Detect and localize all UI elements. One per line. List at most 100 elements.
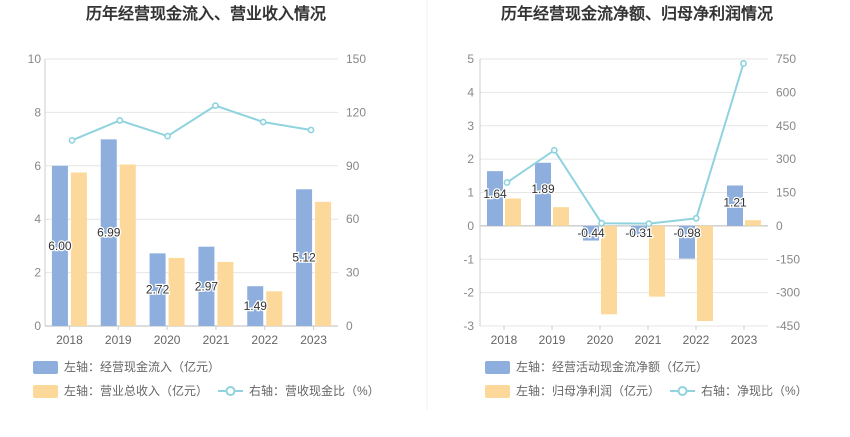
bar-secondary [697, 225, 713, 321]
bar-secondary [505, 198, 521, 226]
left-axis-tick: 0 [467, 219, 474, 233]
chart-title: 历年经营现金流入、营业收入情况 [86, 4, 326, 23]
ratio-point [692, 214, 700, 222]
legend-label: 右轴：净现比（%） [701, 383, 808, 398]
data-label: 2.97 [195, 279, 219, 293]
legend-label: 左轴：经营活动现金流净额（亿元） [516, 359, 708, 374]
x-axis-tick: 2021 [635, 333, 662, 347]
left-axis-tick: 1 [467, 186, 474, 200]
bar-primary [296, 189, 313, 326]
x-axis-tick: 2018 [56, 333, 83, 347]
legend-label: 左轴：经营现金流入（亿元） [64, 359, 220, 374]
bar-secondary [70, 172, 87, 326]
left-axis-tick: 10 [28, 52, 42, 66]
right-axis-tick: 60 [346, 212, 360, 226]
legend-label: 左轴：归母净利润（亿元） [516, 383, 660, 398]
data-label: 2.72 [146, 283, 170, 297]
ratio-point [740, 60, 747, 67]
ratio-point [503, 179, 511, 186]
x-axis-tick: 2018 [491, 333, 518, 347]
data-label: 6.00 [48, 239, 72, 253]
bar-secondary [315, 201, 332, 326]
x-axis-tick: 2023 [300, 333, 327, 347]
right-axis-tick: 300 [776, 152, 796, 166]
chart-title: 历年经营现金流净额、归母净利润情况 [501, 4, 773, 23]
x-axis-tick: 2021 [203, 333, 230, 347]
legend-marker [677, 386, 688, 396]
right-axis-tick: 120 [346, 105, 366, 119]
x-axis-tick: 2020 [587, 333, 614, 347]
bar-primary [247, 286, 264, 326]
bar-secondary [601, 225, 617, 315]
legend-swatch [33, 361, 58, 374]
ratio-point [307, 126, 315, 134]
data-label: -0.31 [625, 226, 653, 240]
bar-primary [631, 225, 647, 237]
ratio-point [116, 117, 124, 124]
legend-swatch [33, 385, 58, 398]
bar-primary [583, 225, 599, 241]
left-axis-tick: 4 [467, 85, 474, 99]
bar-primary [198, 246, 215, 326]
ratio-line [71, 104, 312, 142]
left-axis-tick: 3 [467, 119, 474, 133]
legend-swatch [485, 385, 510, 398]
data-label: 1.64 [483, 187, 507, 201]
right-axis-tick: 450 [776, 119, 796, 133]
data-label: 5.12 [292, 251, 316, 265]
right-axis-tick: 90 [346, 159, 360, 173]
bar-primary [149, 253, 166, 326]
bar-secondary [745, 220, 761, 226]
x-axis-tick: 2019 [105, 333, 132, 347]
ratio-point [645, 220, 653, 228]
x-axis-tick: 2020 [154, 333, 181, 347]
legend-label: 左轴：营业总收入（亿元） [64, 383, 208, 398]
x-axis-tick: 2023 [731, 333, 758, 347]
ratio-point [211, 102, 219, 110]
ratio-point [259, 118, 267, 126]
x-axis-tick: 2022 [683, 333, 710, 347]
ratio-point [164, 132, 171, 140]
right-axis-tick: 30 [346, 266, 360, 280]
bar-primary [679, 225, 695, 259]
left-axis-tick: 6 [34, 159, 41, 173]
bar-secondary [266, 291, 283, 326]
left-axis-tick: 0 [34, 319, 41, 333]
ratio-line [506, 63, 745, 225]
right-axis-tick: -150 [776, 252, 800, 266]
legend-marker [225, 386, 236, 396]
right-axis-tick: -300 [776, 286, 800, 300]
left-axis-tick: 4 [34, 212, 41, 226]
bar-primary [51, 165, 68, 326]
left-axis-tick: -3 [463, 319, 474, 333]
ratio-point [598, 219, 605, 227]
left-axis-tick: 5 [467, 52, 474, 66]
x-axis-tick: 2019 [539, 333, 566, 347]
ratio-point [68, 136, 76, 144]
data-label: -0.98 [673, 226, 701, 240]
data-label: 1.89 [531, 182, 555, 196]
bar-secondary [168, 257, 185, 326]
left-axis-tick: 2 [34, 266, 41, 280]
bar-primary [535, 162, 551, 226]
bar-secondary [217, 261, 234, 326]
left-axis-tick: -1 [463, 252, 474, 266]
data-label: -0.44 [577, 226, 605, 240]
right-axis-tick: 750 [776, 52, 796, 66]
bar-primary [727, 185, 743, 226]
right-axis-tick: -450 [776, 319, 800, 333]
bar-secondary [553, 207, 569, 226]
right-axis-tick: 150 [346, 52, 366, 66]
right-axis-tick: 150 [776, 186, 796, 200]
bar-secondary [119, 164, 136, 326]
data-label: 1.21 [723, 196, 747, 210]
cash-inflow-revenue-chart: 历年经营现金流入、营业收入情况 0 2 4 6 8 10 0 30 60 90 120 150 2018 2… [28, 4, 380, 398]
bar-primary [487, 171, 503, 226]
data-label: 6.99 [97, 226, 121, 240]
right-axis-tick: 600 [776, 85, 796, 99]
right-axis-tick: 0 [776, 219, 783, 233]
net-cashflow-profit-chart: 历年经营现金流净额、归母净利润情况 -3 -2 -1 0 1 2 3 4 5 -450 -300 -15… [463, 4, 808, 398]
left-axis-tick: 8 [34, 105, 41, 119]
data-label: 1.49 [244, 299, 268, 313]
